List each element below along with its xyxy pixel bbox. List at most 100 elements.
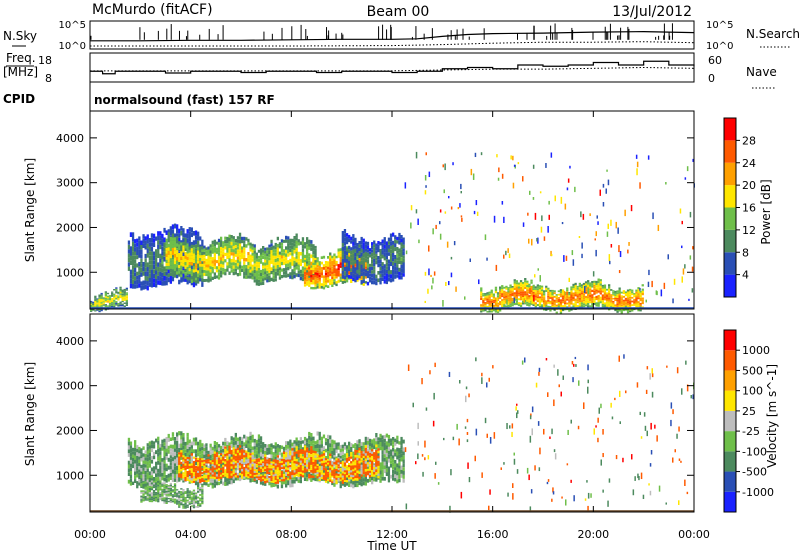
velocity-cell	[273, 452, 275, 456]
power-cell	[136, 239, 138, 243]
power-cell	[184, 269, 186, 272]
velocity-cell	[205, 477, 207, 479]
velocity-cell	[207, 451, 209, 454]
velocity-cell	[218, 479, 220, 481]
velocity-cell	[218, 464, 220, 466]
power-cell	[111, 298, 113, 299]
power-cell	[604, 302, 606, 304]
velocity-cell	[195, 466, 197, 468]
velocity-cell	[260, 440, 262, 444]
power-cell	[518, 292, 520, 294]
power-cell	[182, 263, 184, 267]
power-cell	[302, 241, 304, 245]
power-cell	[480, 290, 482, 292]
power-cell	[228, 245, 230, 248]
power-cell	[331, 269, 333, 272]
velocity-cell	[172, 457, 174, 461]
velocity-cell	[287, 449, 289, 453]
velocity-cell	[249, 461, 251, 463]
velocity-cell	[260, 480, 262, 482]
power-cell	[233, 239, 235, 242]
power-scatter-point	[464, 296, 466, 299]
power-cell	[262, 256, 264, 259]
power-cell	[541, 286, 543, 288]
power-cell	[218, 276, 220, 279]
power-cell	[570, 286, 572, 288]
power-cell	[191, 259, 193, 263]
power-cell	[210, 266, 212, 269]
power-scatter-point	[461, 215, 463, 217]
y-tick-label: 3000	[56, 177, 84, 190]
power-cell	[289, 252, 291, 255]
power-cell	[145, 272, 147, 276]
power-cell	[191, 276, 193, 280]
power-cell	[556, 312, 558, 314]
velocity-cell	[170, 448, 172, 452]
velocity-cell	[249, 470, 251, 472]
power-cell	[245, 272, 247, 276]
power-cell	[516, 291, 518, 293]
velocity-cell	[258, 450, 260, 454]
power-cell	[122, 295, 124, 296]
power-cell	[170, 226, 172, 231]
power-cell	[235, 263, 237, 266]
velocity-cell	[149, 464, 151, 468]
power-cell	[178, 280, 180, 285]
velocity-cell	[145, 450, 147, 453]
velocity-cell	[400, 470, 402, 474]
velocity-cell	[268, 462, 270, 464]
velocity-cell	[151, 468, 153, 472]
velocity-cell	[180, 474, 182, 476]
power-cell	[260, 258, 262, 261]
power-scatter-point	[425, 190, 427, 194]
power-cell	[132, 275, 134, 280]
velocity-cell	[203, 471, 205, 473]
power-cell	[101, 305, 103, 307]
velocity-cell	[128, 480, 130, 484]
velocity-cell	[168, 446, 170, 450]
velocity-cell	[331, 447, 333, 451]
velocity-cell	[254, 461, 256, 463]
power-cell	[386, 241, 388, 245]
velocity-cell	[187, 445, 189, 449]
velocity-cell	[214, 480, 216, 484]
power-cell	[195, 235, 197, 240]
power-cell	[180, 260, 182, 263]
velocity-cell	[241, 471, 243, 474]
velocity-cell	[157, 461, 159, 465]
power-cell	[254, 273, 256, 276]
velocity-cell	[371, 480, 373, 484]
power-cell	[331, 284, 333, 287]
power-cell	[363, 246, 365, 250]
velocity-cell	[258, 478, 260, 480]
power-cell	[585, 302, 587, 304]
velocity-cell	[384, 462, 386, 466]
power-cell	[547, 300, 549, 302]
power-cell	[107, 305, 109, 306]
power-cell	[168, 251, 170, 255]
power-cell	[614, 291, 616, 293]
power-cell	[623, 300, 625, 302]
power-cell	[235, 251, 237, 254]
power-cell	[96, 310, 98, 311]
power-cell	[224, 246, 226, 249]
power-cell	[163, 238, 165, 243]
power-cell	[147, 267, 149, 272]
power-cell	[507, 305, 509, 307]
power-cell	[369, 254, 371, 257]
power-cell	[562, 305, 564, 307]
velocity-cell	[205, 461, 207, 463]
power-cell	[396, 250, 398, 253]
power-cell	[394, 255, 396, 259]
power-cell	[350, 254, 352, 257]
power-scatter-point	[551, 254, 553, 256]
velocity-cell	[132, 458, 134, 461]
velocity-cell	[138, 482, 140, 485]
power-cell	[545, 288, 547, 290]
velocity-cell	[228, 448, 230, 451]
velocity-cell	[153, 445, 155, 449]
power-cell	[184, 262, 186, 265]
power-cell	[583, 299, 585, 301]
power-cell	[226, 262, 228, 265]
power-cell	[375, 257, 377, 261]
